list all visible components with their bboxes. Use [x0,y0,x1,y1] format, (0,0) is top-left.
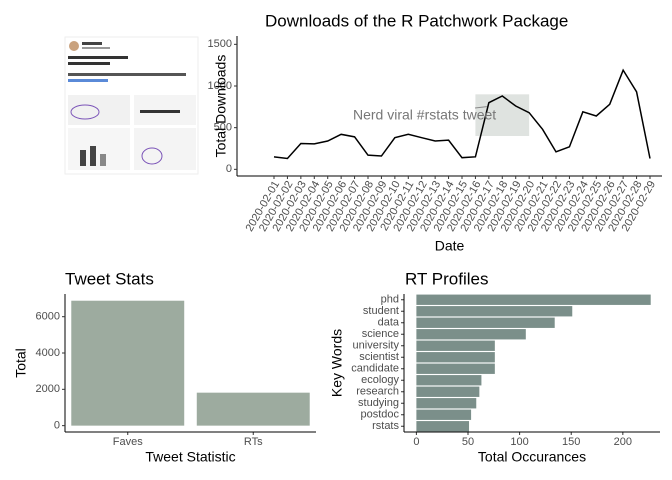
annotation: Nerd viral #rstats tweet [353,107,496,123]
x-tick-label: RTs [244,436,263,448]
y-tick-label: data [378,317,400,329]
bar [416,398,477,409]
bar [416,409,472,420]
y-tick-label: scientist [359,351,399,363]
bar [416,294,651,305]
chart-title: Tweet Stats [65,269,154,288]
x-tick-label: 200 [614,436,632,448]
annotation-arrow [474,106,487,109]
bar [71,300,185,426]
bar [416,306,573,317]
y-tick-label: student [363,305,399,317]
y-tick-label: candidate [351,363,399,375]
bar [416,329,526,340]
bar [416,386,480,397]
y-axis-title: Key Words [329,329,345,397]
y-tick-label: postdoc [360,409,399,421]
bar [196,392,310,426]
x-tick-label: 0 [413,436,419,448]
y-tick-label: rstats [372,420,399,432]
line [273,68,651,160]
y-tick-label: studying [358,397,399,409]
y-tick-label: 1000 [208,80,232,92]
chart-title: RT Profiles [405,269,488,288]
x-tick-label: 50 [462,436,474,448]
x-tick-label: 150 [562,436,580,448]
y-tick-label: 6000 [36,311,60,323]
bar [416,340,495,351]
x-axis-title: Total Occurances [478,449,586,465]
y-tick-label: 500 [214,122,232,134]
bar [416,317,555,328]
y-tick-label: phd [381,294,399,306]
y-tick-label: science [362,328,399,340]
x-tick-label: Faves [113,436,143,448]
y-tick-label: ecology [361,374,399,386]
x-tick-label: 100 [510,436,528,448]
y-axis-title: Total [13,348,29,378]
y-tick-label: 4000 [36,347,60,359]
bar [416,363,495,374]
y-tick-label: 2000 [36,383,60,395]
highlight [475,94,530,136]
x-axis-title: Date [435,238,465,254]
y-tick-label: university [353,340,400,352]
chart-title: Downloads of the R Patchwork Package [265,11,568,30]
bar [416,421,470,432]
y-tick-label: research [356,386,399,398]
y-tick-label: 0 [226,163,232,175]
bar [416,375,482,386]
x-axis-title: Tweet Statistic [145,449,235,465]
y-axis-title: Total Downloads [213,55,229,158]
y-tick-label: 0 [54,420,60,432]
y-tick-label: 1500 [208,38,232,50]
tweet-image [64,36,199,175]
bar [416,352,495,363]
